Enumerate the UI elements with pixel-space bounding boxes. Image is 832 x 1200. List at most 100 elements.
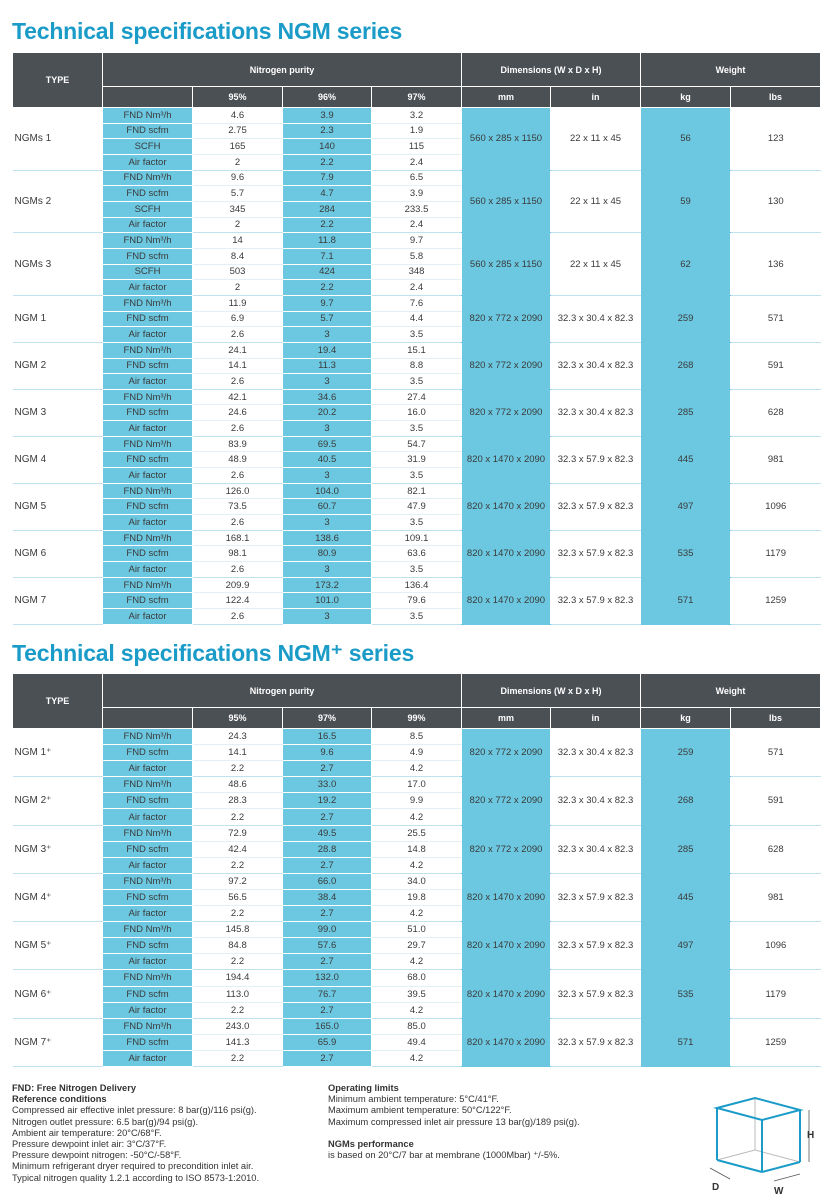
dimension-lbs: 628 (730, 825, 821, 874)
dimension-in: 32.3 x 57.9 x 82.3 (550, 1018, 641, 1067)
table-row: NGM 1 FND Nm³/h 11.9 9.7 7.6 820 x 772 x 2090… (12, 295, 821, 343)
reference-line: Pressure dewpoint inlet air: 3°C/37°F. (12, 1139, 167, 1150)
table-row: SCFH 165 140 115 (13, 138, 821, 155)
purity-value: 2 (192, 154, 283, 171)
table-row: Air factor 2.6 3 3.5 (13, 420, 821, 437)
metric-label: Air factor (102, 608, 193, 625)
model-type: NGM 3 (12, 389, 103, 437)
purity-value: 209.9 (192, 577, 283, 594)
metric-label: SCFH (102, 201, 193, 218)
dimension-kg: 285 (640, 825, 732, 874)
purity-value: 3 (282, 467, 372, 484)
metric-label: FND Nm³/h (102, 389, 193, 406)
dimension-lbs: 591 (730, 342, 821, 390)
dimension-in: 32.3 x 57.9 x 82.3 (550, 873, 641, 923)
purity-value: 2.2 (192, 953, 283, 971)
purity-value: 40.5 (282, 451, 372, 469)
metric-label: FND scfm (102, 185, 193, 202)
dimension-kg: 285 (640, 389, 732, 437)
weight-header: Weight (640, 52, 822, 87)
reference-title: Reference conditions (12, 1094, 107, 1105)
purity-value: 4.4 (371, 311, 462, 328)
purity-value: 5.8 (371, 248, 462, 265)
purity-value: 2 (192, 279, 283, 296)
type-header: TYPE (12, 673, 103, 729)
purity-value: 98.1 (192, 545, 283, 563)
table-row: NGM 6⁺ FND Nm³/h 194.4 132.0 68.0 820 x 1470 … (12, 969, 821, 1019)
dimension-in: 32.3 x 30.4 x 82.3 (550, 295, 641, 343)
purity-value: 2.6 (192, 326, 283, 343)
dimension-mm: 560 x 285 x 1150 (461, 170, 551, 234)
purity-value: 34.0 (371, 873, 462, 890)
purity-subheader: 95% (192, 707, 283, 729)
nitrogen-purity-header: Nitrogen purity (102, 673, 462, 708)
metric-label: Air factor (102, 561, 193, 578)
purity-subheader: 99% (371, 707, 462, 729)
purity-value: 141.3 (192, 1034, 283, 1051)
dimensions-cube-icon: H D W (709, 1096, 814, 1195)
metric-label: FND Nm³/h (102, 232, 193, 249)
purity-value: 19.8 (371, 889, 462, 907)
model-type: NGMs 1 (12, 107, 103, 171)
dimension-lbs: 571 (730, 728, 821, 778)
purity-value: 2.2 (192, 1050, 283, 1067)
metric-label: FND Nm³/h (102, 577, 193, 594)
metric-label: FND scfm (102, 123, 193, 140)
dimension-mm: 560 x 285 x 1150 (461, 107, 551, 171)
performance-text: is based on 20°C/7 bar at membrane (1000… (328, 1150, 560, 1161)
metric-label: Air factor (102, 154, 193, 171)
purity-value: 2.6 (192, 608, 283, 625)
purity-value: 42.4 (192, 841, 283, 858)
purity-value: 17.0 (371, 776, 462, 794)
subheader-row: 95% 97% 99% mm in kg lbs (13, 707, 822, 729)
purity-value: 3.5 (371, 514, 462, 531)
table-row: Air factor 2.2 2.7 4.2 (13, 953, 821, 971)
purity-value: 3.5 (371, 420, 462, 437)
purity-value: 138.6 (282, 530, 372, 547)
purity-value: 503 (192, 264, 283, 281)
metric-label: FND Nm³/h (102, 1018, 193, 1035)
purity-value: 4.6 (192, 107, 283, 124)
purity-value: 2.2 (192, 1002, 283, 1019)
dimension-in: 22 x 11 x 45 (550, 232, 641, 296)
dimension-in: 32.3 x 57.9 x 82.3 (550, 436, 641, 484)
dimension-lbs: 130 (730, 170, 821, 234)
purity-value: 49.5 (282, 825, 372, 842)
metric-label: FND Nm³/h (102, 530, 193, 547)
purity-value: 14.8 (371, 841, 462, 858)
table-row: Air factor 2.6 3 3.5 (13, 326, 821, 343)
metric-label: FND Nm³/h (102, 483, 193, 500)
purity-value: 4.2 (371, 808, 462, 826)
purity-value: 122.4 (192, 592, 283, 609)
height-label: H (807, 1130, 814, 1141)
dimension-in: 32.3 x 30.4 x 82.3 (550, 389, 641, 437)
table-row: NGM 2⁺ FND Nm³/h 48.6 33.0 17.0 820 x 772 x 2… (12, 776, 821, 826)
purity-value: 14 (192, 232, 283, 249)
table-row: FND scfm 24.6 20.2 16.0 (13, 404, 821, 422)
in-subheader: in (549, 86, 642, 108)
purity-value: 3 (282, 326, 372, 343)
purity-value: 34.6 (282, 389, 372, 406)
table-row: NGM 4 FND Nm³/h 83.9 69.5 54.7 820 x 1470 x 2… (12, 436, 821, 484)
reference-conditions: FND: Free Nitrogen Delivery Reference co… (12, 1083, 259, 1184)
metric-label: Air factor (102, 217, 193, 234)
performance-title: NGMs performance (328, 1138, 414, 1149)
metric-label: FND Nm³/h (102, 170, 193, 187)
dimension-in: 32.3 x 30.4 x 82.3 (550, 342, 641, 390)
purity-value: 2.4 (371, 217, 462, 234)
purity-value: 8.8 (371, 358, 462, 375)
purity-value: 33.0 (282, 776, 372, 794)
purity-value: 14.1 (192, 744, 283, 762)
dimension-kg: 259 (640, 295, 732, 343)
kg-subheader: kg (640, 707, 732, 729)
table-row: Air factor 2.2 2.7 4.2 (13, 808, 821, 826)
operating-limits: Operating limits Minimum ambient tempera… (328, 1083, 580, 1161)
dimension-lbs: 1096 (730, 921, 821, 971)
purity-value: 97.2 (192, 873, 283, 890)
purity-value: 5.7 (282, 311, 372, 328)
purity-value: 233.5 (371, 201, 462, 218)
dimension-lbs: 981 (730, 873, 821, 923)
purity-value: 9.7 (371, 232, 462, 249)
table-row: FND scfm 113.0 76.7 39.5 (13, 986, 821, 1003)
metric-label: FND Nm³/h (102, 295, 193, 312)
